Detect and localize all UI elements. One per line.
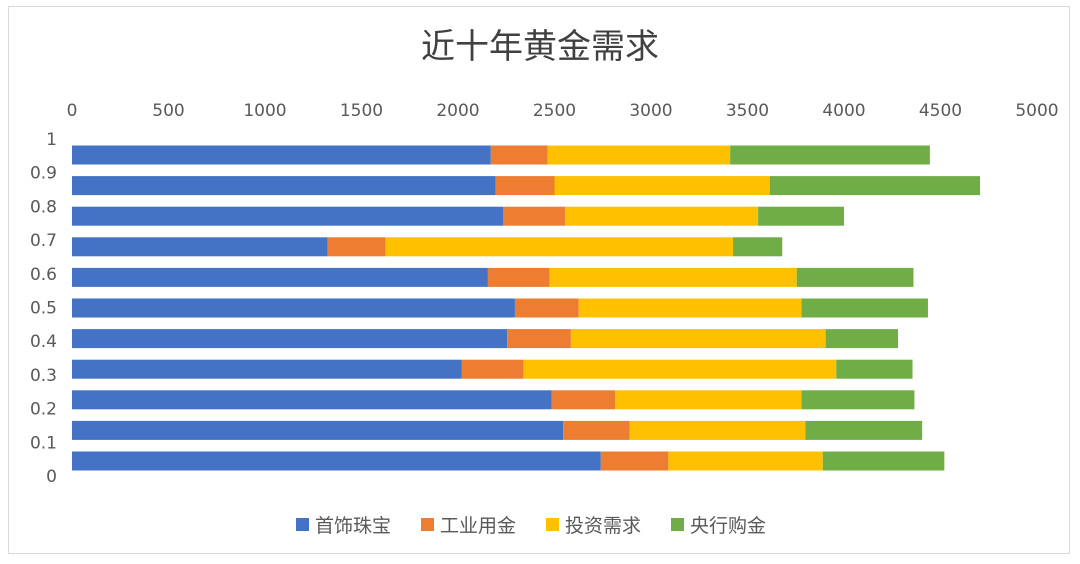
y-tick-label: 1: [46, 130, 57, 150]
y-tick-label: 0: [46, 467, 57, 487]
bar-segment: [327, 237, 386, 257]
bar-segment: [549, 267, 797, 287]
legend-swatch: [421, 518, 434, 531]
bar-segment: [615, 390, 802, 410]
bar-segment: [551, 390, 616, 410]
bar-segment: [801, 298, 928, 318]
bar-segment: [72, 451, 601, 471]
x-tick-label: 4500: [919, 101, 962, 121]
bar-segment: [769, 176, 981, 196]
x-tick-label: 2500: [533, 101, 576, 121]
bar-segment: [822, 451, 945, 471]
x-tick-label: 4000: [822, 101, 865, 121]
bar-segment: [72, 359, 462, 379]
bar-segment: [825, 329, 899, 349]
bar-segment: [565, 206, 759, 226]
bar-segment: [72, 237, 328, 257]
legend: 首饰珠宝 工业用金 投资需求 央行购金: [296, 515, 766, 537]
legend-label: 首饰珠宝: [315, 515, 391, 537]
y-tick-label: 0.4: [30, 332, 57, 352]
bar-segment: [547, 145, 731, 165]
x-tick-label: 5000: [1015, 101, 1058, 121]
bar-segment: [733, 237, 783, 257]
bar-segment: [385, 237, 734, 257]
legend-label: 工业用金: [440, 515, 516, 537]
bar-segment: [578, 298, 802, 318]
y-tick-label: 0.8: [30, 197, 57, 217]
bar-segment: [668, 451, 823, 471]
bar-segment: [563, 420, 630, 440]
bar-segment: [836, 359, 913, 379]
legend-swatch: [671, 518, 684, 531]
y-tick-label: 0.9: [30, 164, 57, 184]
bar-segment: [495, 176, 555, 196]
bar-segment: [523, 359, 837, 379]
bar-segment: [72, 420, 564, 440]
bar-segment: [72, 145, 491, 165]
bar-segment: [514, 298, 579, 318]
y-tick-label: 0.6: [30, 265, 57, 285]
bar-segment: [805, 420, 923, 440]
y-tick-label: 0.5: [30, 299, 57, 319]
legend-label: 央行购金: [690, 515, 766, 537]
x-axis-ticks: 0 500 1000 1500 2000 2500 3000 3500 4000 4500 5000: [67, 101, 1059, 121]
bar-segment: [72, 329, 508, 349]
bar-segment: [554, 176, 770, 196]
legend-swatch: [546, 518, 559, 531]
legend-swatch: [296, 518, 309, 531]
y-tick-label: 0.2: [30, 400, 57, 420]
x-tick-label: 1500: [340, 101, 383, 121]
x-tick-label: 3000: [629, 101, 672, 121]
bar-segment: [487, 267, 550, 287]
bar-segment: [490, 145, 548, 165]
bar-segment: [730, 145, 930, 165]
y-tick-label: 0.3: [30, 366, 57, 386]
x-tick-label: 3500: [726, 101, 769, 121]
bar-segment: [796, 267, 914, 287]
bar-segment: [570, 329, 826, 349]
y-axis-ticks: 0 0.1 0.2 0.3 0.4 0.5 0.6 0.7 0.8 0.9 1: [30, 130, 57, 487]
chart-title: 近十年黄金需求: [421, 27, 659, 67]
bar-segment: [629, 420, 806, 440]
bar-segment: [72, 390, 552, 410]
bar-segment: [72, 267, 488, 287]
bar-segment: [600, 451, 669, 471]
bar-segment: [507, 329, 571, 349]
bar-segment: [758, 206, 844, 226]
legend-label: 投资需求: [565, 515, 641, 537]
y-tick-label: 0.1: [30, 433, 57, 453]
bar-area: [72, 145, 981, 471]
bar-segment: [72, 206, 504, 226]
x-tick-label: 1000: [243, 101, 286, 121]
bar-segment: [72, 176, 496, 196]
x-tick-label: 2000: [436, 101, 479, 121]
y-tick-label: 0.7: [30, 231, 57, 251]
bar-segment: [503, 206, 566, 226]
x-tick-label: 0: [67, 101, 78, 121]
x-tick-label: 500: [152, 101, 184, 121]
bar-segment: [72, 298, 515, 318]
bar-segment: [801, 390, 915, 410]
bar-segment: [461, 359, 524, 379]
